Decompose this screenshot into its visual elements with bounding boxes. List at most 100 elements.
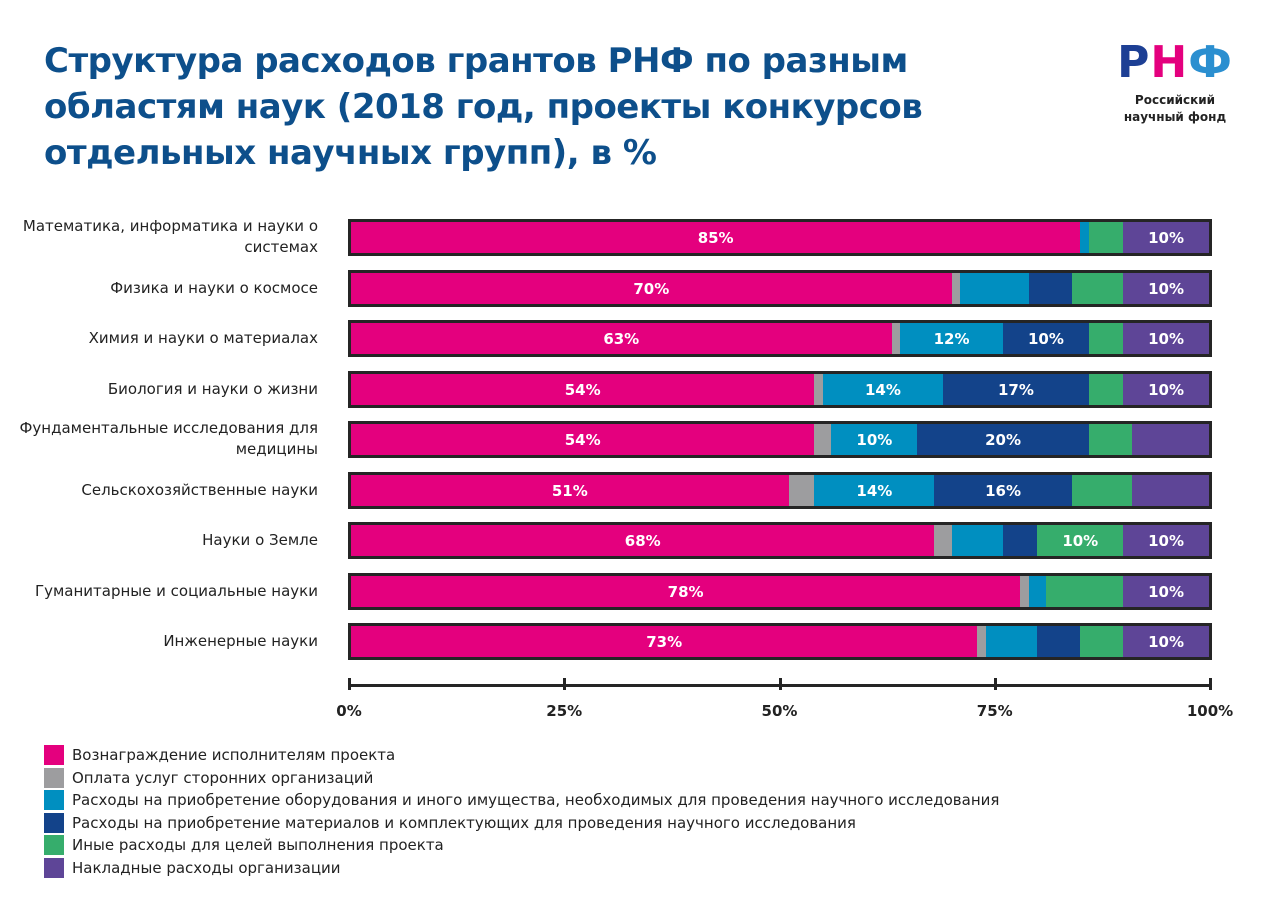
legend-swatch (44, 745, 64, 766)
bar-segment (1071, 273, 1124, 304)
bar-segment (814, 424, 832, 455)
data-label: 10% (1148, 279, 1184, 298)
rnf-logo: РНФ Российский научный фонд (1110, 40, 1240, 126)
category-label: Биология и науки о жизни (107, 379, 318, 398)
data-label: 73% (646, 632, 683, 651)
data-label: 54% (564, 430, 601, 449)
bar-segment (1080, 626, 1124, 657)
bar-segment: 85% (351, 222, 1081, 253)
stacked-bar: 68% 10% 10% (348, 522, 1212, 559)
x-tick-label: 25% (546, 702, 583, 720)
legend-item: Вознаграждение исполнителям проекта (44, 744, 999, 767)
category-label: Фундаментальные исследования для медицин… (19, 419, 318, 458)
bar-segment (814, 374, 823, 405)
data-label: 20% (985, 430, 1022, 449)
bar-segment: 73% (351, 626, 978, 657)
x-tick-label: 100% (1186, 702, 1234, 720)
x-tick (1209, 678, 1212, 690)
legend-label: Вознаграждение исполнителям проекта (72, 746, 396, 765)
legend-item: Накладные расходы организации (44, 857, 999, 880)
bar-segment: 78% (351, 576, 1021, 607)
chart-title: Структура расходов грантов РНФ по разным… (44, 41, 923, 173)
logo-mark: РНФ (1117, 37, 1233, 88)
bar-segment (1028, 576, 1046, 607)
bar-segment (1080, 222, 1089, 253)
bar-segment: 63% (351, 323, 892, 354)
bar-segment: 10% (1123, 576, 1209, 607)
data-label: 63% (603, 329, 640, 348)
stacked-bar: 73% 10% (348, 623, 1212, 660)
data-label: 14% (864, 380, 901, 399)
legend-swatch (44, 835, 64, 856)
bar-segment: 54% (351, 374, 815, 405)
stacked-bar: 51% 14% 16% (348, 472, 1212, 509)
legend-label: Расходы на приобретение материалов и ком… (72, 813, 856, 832)
data-label: 16% (985, 481, 1021, 500)
category-label: Химия и науки о материалах (88, 328, 318, 347)
category-label: Гуманитарные и социальные науки (34, 581, 318, 600)
bar-segment (1045, 576, 1124, 607)
stacked-bar: 63% 12% 10% 10% (348, 320, 1212, 357)
data-label: 10% (856, 430, 893, 449)
bar-segment: 10% (1123, 626, 1209, 657)
bar-segment (1088, 424, 1132, 455)
bar-segment: 16% (934, 475, 1072, 506)
bar-segment: 68% (351, 525, 935, 556)
data-label: 12% (933, 329, 970, 348)
bar-segment: 70% (351, 273, 952, 304)
bar-segment (934, 525, 952, 556)
bar-segment (1088, 222, 1124, 253)
legend-swatch (44, 790, 64, 811)
x-tick-label: 0% (336, 702, 362, 720)
bar-segment: 51% (351, 475, 789, 506)
data-label: 10% (1028, 329, 1064, 348)
data-label: 10% (1148, 329, 1185, 348)
bar-segment (1028, 273, 1072, 304)
data-label: 10% (1148, 380, 1185, 399)
bar-segment (1020, 576, 1029, 607)
legend-label: Накладные расходы организации (72, 858, 341, 877)
bar-segment: 17% (943, 374, 1089, 405)
bar-segment (1131, 424, 1209, 455)
category-label: Физика и науки о космосе (110, 278, 318, 297)
x-tick-label: 50% (761, 702, 798, 720)
logo-subtitle: Российский научный фонд (1123, 93, 1227, 124)
bar-segment (951, 525, 1004, 556)
x-tick (778, 678, 782, 690)
data-label: 10% (1148, 228, 1185, 247)
bar-segment: 10% (1123, 374, 1209, 405)
bar-segment (1003, 525, 1038, 556)
bar-segment (985, 626, 1038, 657)
x-tick (993, 678, 997, 690)
bar-segment: 54% (351, 424, 815, 455)
legend-item: Расходы на приобретение материалов и ком… (44, 812, 999, 835)
legend-label: Иные расходы для целей выполнения проект… (72, 836, 444, 855)
bar-segment (1071, 475, 1132, 506)
category-label: Науки о Земле (202, 530, 318, 549)
stacked-bar: 78% 10% (348, 573, 1212, 610)
data-label: 51% (551, 481, 588, 500)
bar-segment: 20% (917, 424, 1089, 455)
stacked-bar: 54% 14% 17% 10% (348, 371, 1212, 408)
x-tick (563, 678, 567, 690)
data-label: 10% (1062, 531, 1099, 550)
bar-segment: 10% (1037, 525, 1124, 556)
legend-label: Расходы на приобретение оборудования и и… (72, 791, 1000, 810)
x-tick-label: 75% (976, 702, 1013, 720)
bar-segment (1037, 626, 1081, 657)
data-label: 85% (697, 228, 734, 247)
stacked-bar: 70% 10% (348, 270, 1212, 307)
bar-segment: 10% (831, 424, 918, 455)
data-label: 70% (633, 279, 670, 298)
bar-segment (951, 273, 961, 304)
legend-item: Оплата услуг сторонних организаций (44, 767, 999, 790)
data-label: 10% (1148, 632, 1184, 651)
category-label: Сельскохозяйственные науки (81, 480, 318, 499)
category-label: Инженерные науки (163, 631, 318, 650)
bar-segment: 14% (822, 374, 943, 405)
bar-segment (1088, 374, 1124, 405)
legend-swatch (44, 857, 64, 878)
bar-segment (1131, 475, 1209, 506)
legend-swatch (44, 767, 64, 788)
